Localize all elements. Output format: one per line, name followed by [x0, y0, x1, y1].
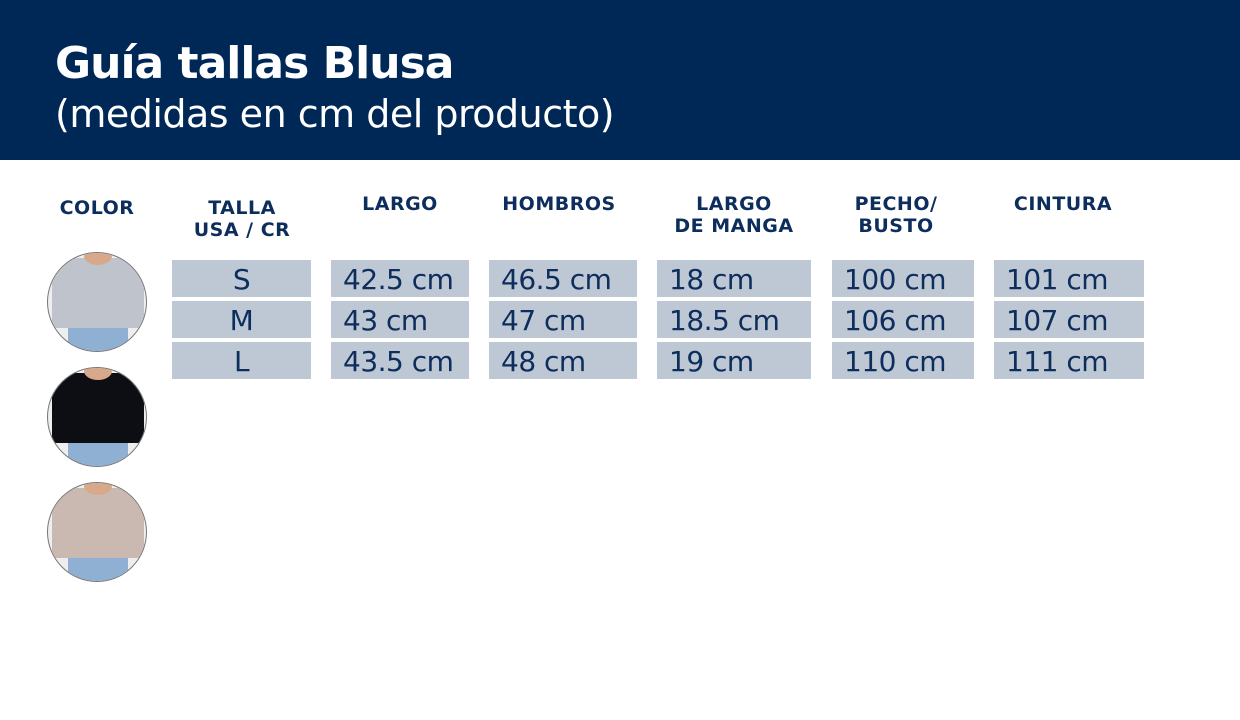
measurement-cell: 101 cm — [994, 260, 1144, 297]
size-cell: S — [172, 260, 311, 297]
measurement-cell: 110 cm — [832, 342, 974, 379]
column-header: CINTURA — [1013, 193, 1113, 215]
size-cell: L — [172, 342, 311, 379]
measurement-cell: 106 cm — [832, 301, 974, 338]
measurement-cell: 19 cm — [657, 342, 811, 379]
color-swatch-gray-shirt[interactable] — [47, 252, 147, 352]
measurement-cell: 18.5 cm — [657, 301, 811, 338]
measurement-cell: 43.5 cm — [331, 342, 469, 379]
header-banner: Guía tallas Blusa (medidas en cm del pro… — [0, 0, 1240, 160]
measurement-cell: 42.5 cm — [331, 260, 469, 297]
column-header: TALLA USA / CR — [193, 197, 291, 241]
measurement-cell: 107 cm — [994, 301, 1144, 338]
column-header: LARGO — [362, 193, 438, 215]
color-swatch-black-shirt[interactable] — [47, 367, 147, 467]
column-header: LARGO DE MANGA — [674, 193, 794, 237]
size-cell: M — [172, 301, 311, 338]
column-header: COLOR — [59, 197, 135, 219]
measurement-cell: 47 cm — [489, 301, 637, 338]
page-title: Guía tallas Blusa — [55, 38, 454, 89]
measurement-cell: 43 cm — [331, 301, 469, 338]
page-subtitle: (medidas en cm del producto) — [55, 92, 615, 136]
column-header: HOMBROS — [502, 193, 616, 215]
measurement-cell: 18 cm — [657, 260, 811, 297]
color-swatch-beige-shirt[interactable] — [47, 482, 147, 582]
measurement-cell: 111 cm — [994, 342, 1144, 379]
column-header: PECHO/BUSTO — [854, 193, 938, 237]
measurement-cell: 48 cm — [489, 342, 637, 379]
measurement-cell: 100 cm — [832, 260, 974, 297]
measurement-cell: 46.5 cm — [489, 260, 637, 297]
